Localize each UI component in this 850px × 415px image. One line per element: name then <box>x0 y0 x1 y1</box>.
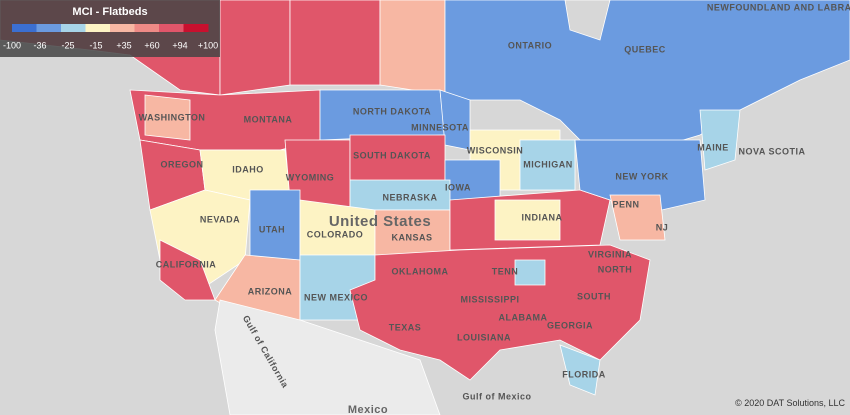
map-label: ONTARIO <box>508 40 552 50</box>
map-label: VIRGINIA <box>588 249 632 259</box>
map-label: WASHINGTON <box>139 112 206 122</box>
map-label: KANSAS <box>391 232 432 242</box>
map-label: GEORGIA <box>547 320 593 330</box>
map-label: CALIFORNIA <box>156 259 217 269</box>
map-label: WYOMING <box>286 172 335 182</box>
map-label: LOUISIANA <box>457 332 511 342</box>
legend-label: +100 <box>198 40 218 50</box>
map-label: United States <box>329 213 431 230</box>
map-label: QUEBEC <box>624 44 666 54</box>
map-label: ARIZONA <box>248 286 293 296</box>
legend-swatch <box>12 24 37 32</box>
map-label: ALABAMA <box>499 312 548 322</box>
map-label: FLORIDA <box>562 369 606 379</box>
map-label: COLORADO <box>307 229 364 239</box>
legend-label: -100 <box>3 40 21 50</box>
map-label: NEW YORK <box>615 171 668 181</box>
map-label: PENN <box>612 199 639 209</box>
legend-labels: -100 -36 -25 -15 +35 +60 +94 +100 <box>3 40 218 50</box>
map-label: MICHIGAN <box>523 159 573 169</box>
legend-label: -15 <box>89 40 102 50</box>
map-label: NEWFOUNDLAND AND LABRADOR <box>707 2 850 12</box>
legend-swatch <box>159 24 184 32</box>
legend-label: +94 <box>172 40 187 50</box>
map-label: OREGON <box>160 159 203 169</box>
map-label: UTAH <box>259 224 285 234</box>
map-label: NEVADA <box>200 214 240 224</box>
map-label: IOWA <box>445 182 471 192</box>
legend-swatch <box>110 24 135 32</box>
map-label: MONTANA <box>244 114 293 124</box>
legend-label: -36 <box>33 40 46 50</box>
legend-swatch <box>61 24 86 32</box>
legend-label: +35 <box>116 40 131 50</box>
map-label: MISSISSIPPI <box>460 294 519 304</box>
map-label: NEBRASKA <box>382 192 437 202</box>
map-labels: NEWFOUNDLAND AND LABRADOR ONTARIO QUEBEC MO… <box>139 2 850 415</box>
map-label: OKLAHOMA <box>392 266 449 276</box>
map-label: MINNESOTA <box>411 122 469 132</box>
legend-bar <box>12 24 209 32</box>
map-label: SOUTH DAKOTA <box>353 150 431 160</box>
map-label: NEW MEXICO <box>304 292 368 302</box>
map-label: Gulf of Mexico <box>462 391 531 401</box>
map-label: WISCONSIN <box>467 145 524 155</box>
map-label: Mexico <box>348 404 388 415</box>
legend-swatch <box>183 24 209 32</box>
map-label: NOVA SCOTIA <box>738 146 805 156</box>
map-label: TEXAS <box>389 322 422 332</box>
map-label: MAINE <box>697 142 729 152</box>
map-label: NORTH <box>598 264 633 274</box>
map-label: IDAHO <box>232 164 264 174</box>
legend-label: -25 <box>61 40 74 50</box>
legend-swatch <box>85 24 111 32</box>
map-label: TENN <box>492 266 519 276</box>
legend-swatch <box>36 24 62 32</box>
map-label: NORTH DAKOTA <box>353 106 431 116</box>
legend-label: +60 <box>144 40 159 50</box>
copyright: © 2020 DAT Solutions, LLC <box>735 398 845 408</box>
legend-title: MCI - Flatbeds <box>72 6 147 18</box>
map-label: NJ <box>656 222 669 232</box>
map-label: SOUTH <box>577 291 611 301</box>
legend-swatch <box>134 24 160 32</box>
map-label: INDIANA <box>522 212 563 222</box>
